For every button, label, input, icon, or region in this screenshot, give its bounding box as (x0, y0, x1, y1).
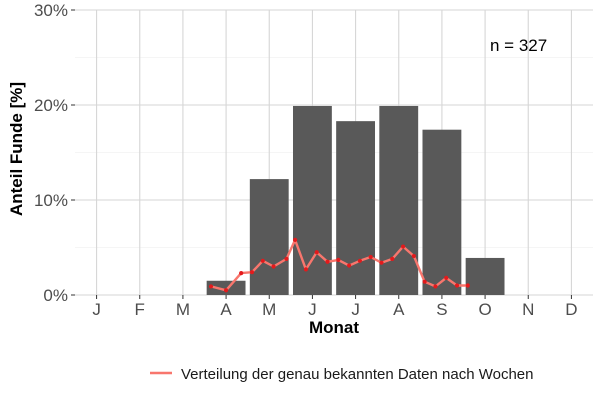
bar-5 (249, 179, 289, 295)
distribution-point-24 (465, 283, 470, 288)
sample-size-annotation: n = 327 (490, 36, 547, 55)
distribution-point-22 (444, 275, 449, 280)
distribution-point-14 (357, 258, 362, 263)
x-tick-label: A (220, 300, 232, 319)
x-tick-label: J (351, 300, 360, 319)
distribution-point-6 (271, 264, 276, 269)
x-tick-label: M (176, 300, 190, 319)
weekly-distribution-line (208, 237, 470, 293)
distribution-point-9 (303, 267, 309, 272)
distribution-point-19 (411, 253, 416, 259)
x-tick-label: S (436, 300, 447, 319)
y-tick-label: 30% (34, 1, 68, 20)
legend: Verteilung der genau bekannten Daten nac… (150, 366, 534, 383)
distribution-point-7 (284, 256, 289, 261)
x-tick-label: J (92, 300, 101, 319)
bar-8 (379, 105, 419, 295)
bar-9 (422, 129, 462, 295)
distribution-point-1 (208, 284, 214, 289)
distribution-point-21 (433, 284, 438, 289)
distribution-point-13 (347, 263, 352, 268)
legend-label: Verteilung der genau bekannten Daten nac… (181, 366, 534, 383)
y-tick-label: 0% (43, 286, 68, 305)
distribution-point-15 (368, 254, 373, 260)
distribution-point-23 (454, 283, 460, 288)
x-tick-label: J (308, 300, 317, 319)
y-axis-title: Anteil Funde [%] (7, 82, 26, 216)
distribution-point-16 (379, 260, 384, 265)
x-tick-label: O (478, 300, 491, 319)
bars (206, 105, 505, 296)
distribution-point-12 (336, 257, 341, 262)
distribution-point-11 (325, 259, 330, 264)
distribution-point-5 (260, 258, 265, 263)
x-tick-label: F (135, 300, 145, 319)
distribution-point-4 (249, 270, 255, 275)
x-tick-label: A (393, 300, 405, 319)
axes: 0% 10% 20% 30% J F M A M J J A S O N D (34, 1, 578, 319)
distribution-point-18 (400, 244, 406, 249)
x-tick-label: D (565, 300, 577, 319)
bar-4 (206, 280, 246, 295)
bar-10 (465, 257, 505, 295)
distribution-point-20 (422, 279, 427, 284)
y-tick-label: 10% (34, 191, 68, 210)
x-tick-label: N (522, 300, 534, 319)
x-axis-title: Monat (309, 318, 359, 337)
distribution-point-3 (239, 271, 244, 276)
distribution-point-2 (223, 288, 229, 293)
bar-7 (336, 121, 376, 296)
distribution-point-8 (293, 237, 298, 242)
x-tick-label: M (262, 300, 276, 319)
distribution-point-17 (390, 256, 395, 261)
bar-6 (292, 105, 332, 295)
distribution-point-10 (314, 250, 319, 255)
y-tick-label: 20% (34, 96, 68, 115)
